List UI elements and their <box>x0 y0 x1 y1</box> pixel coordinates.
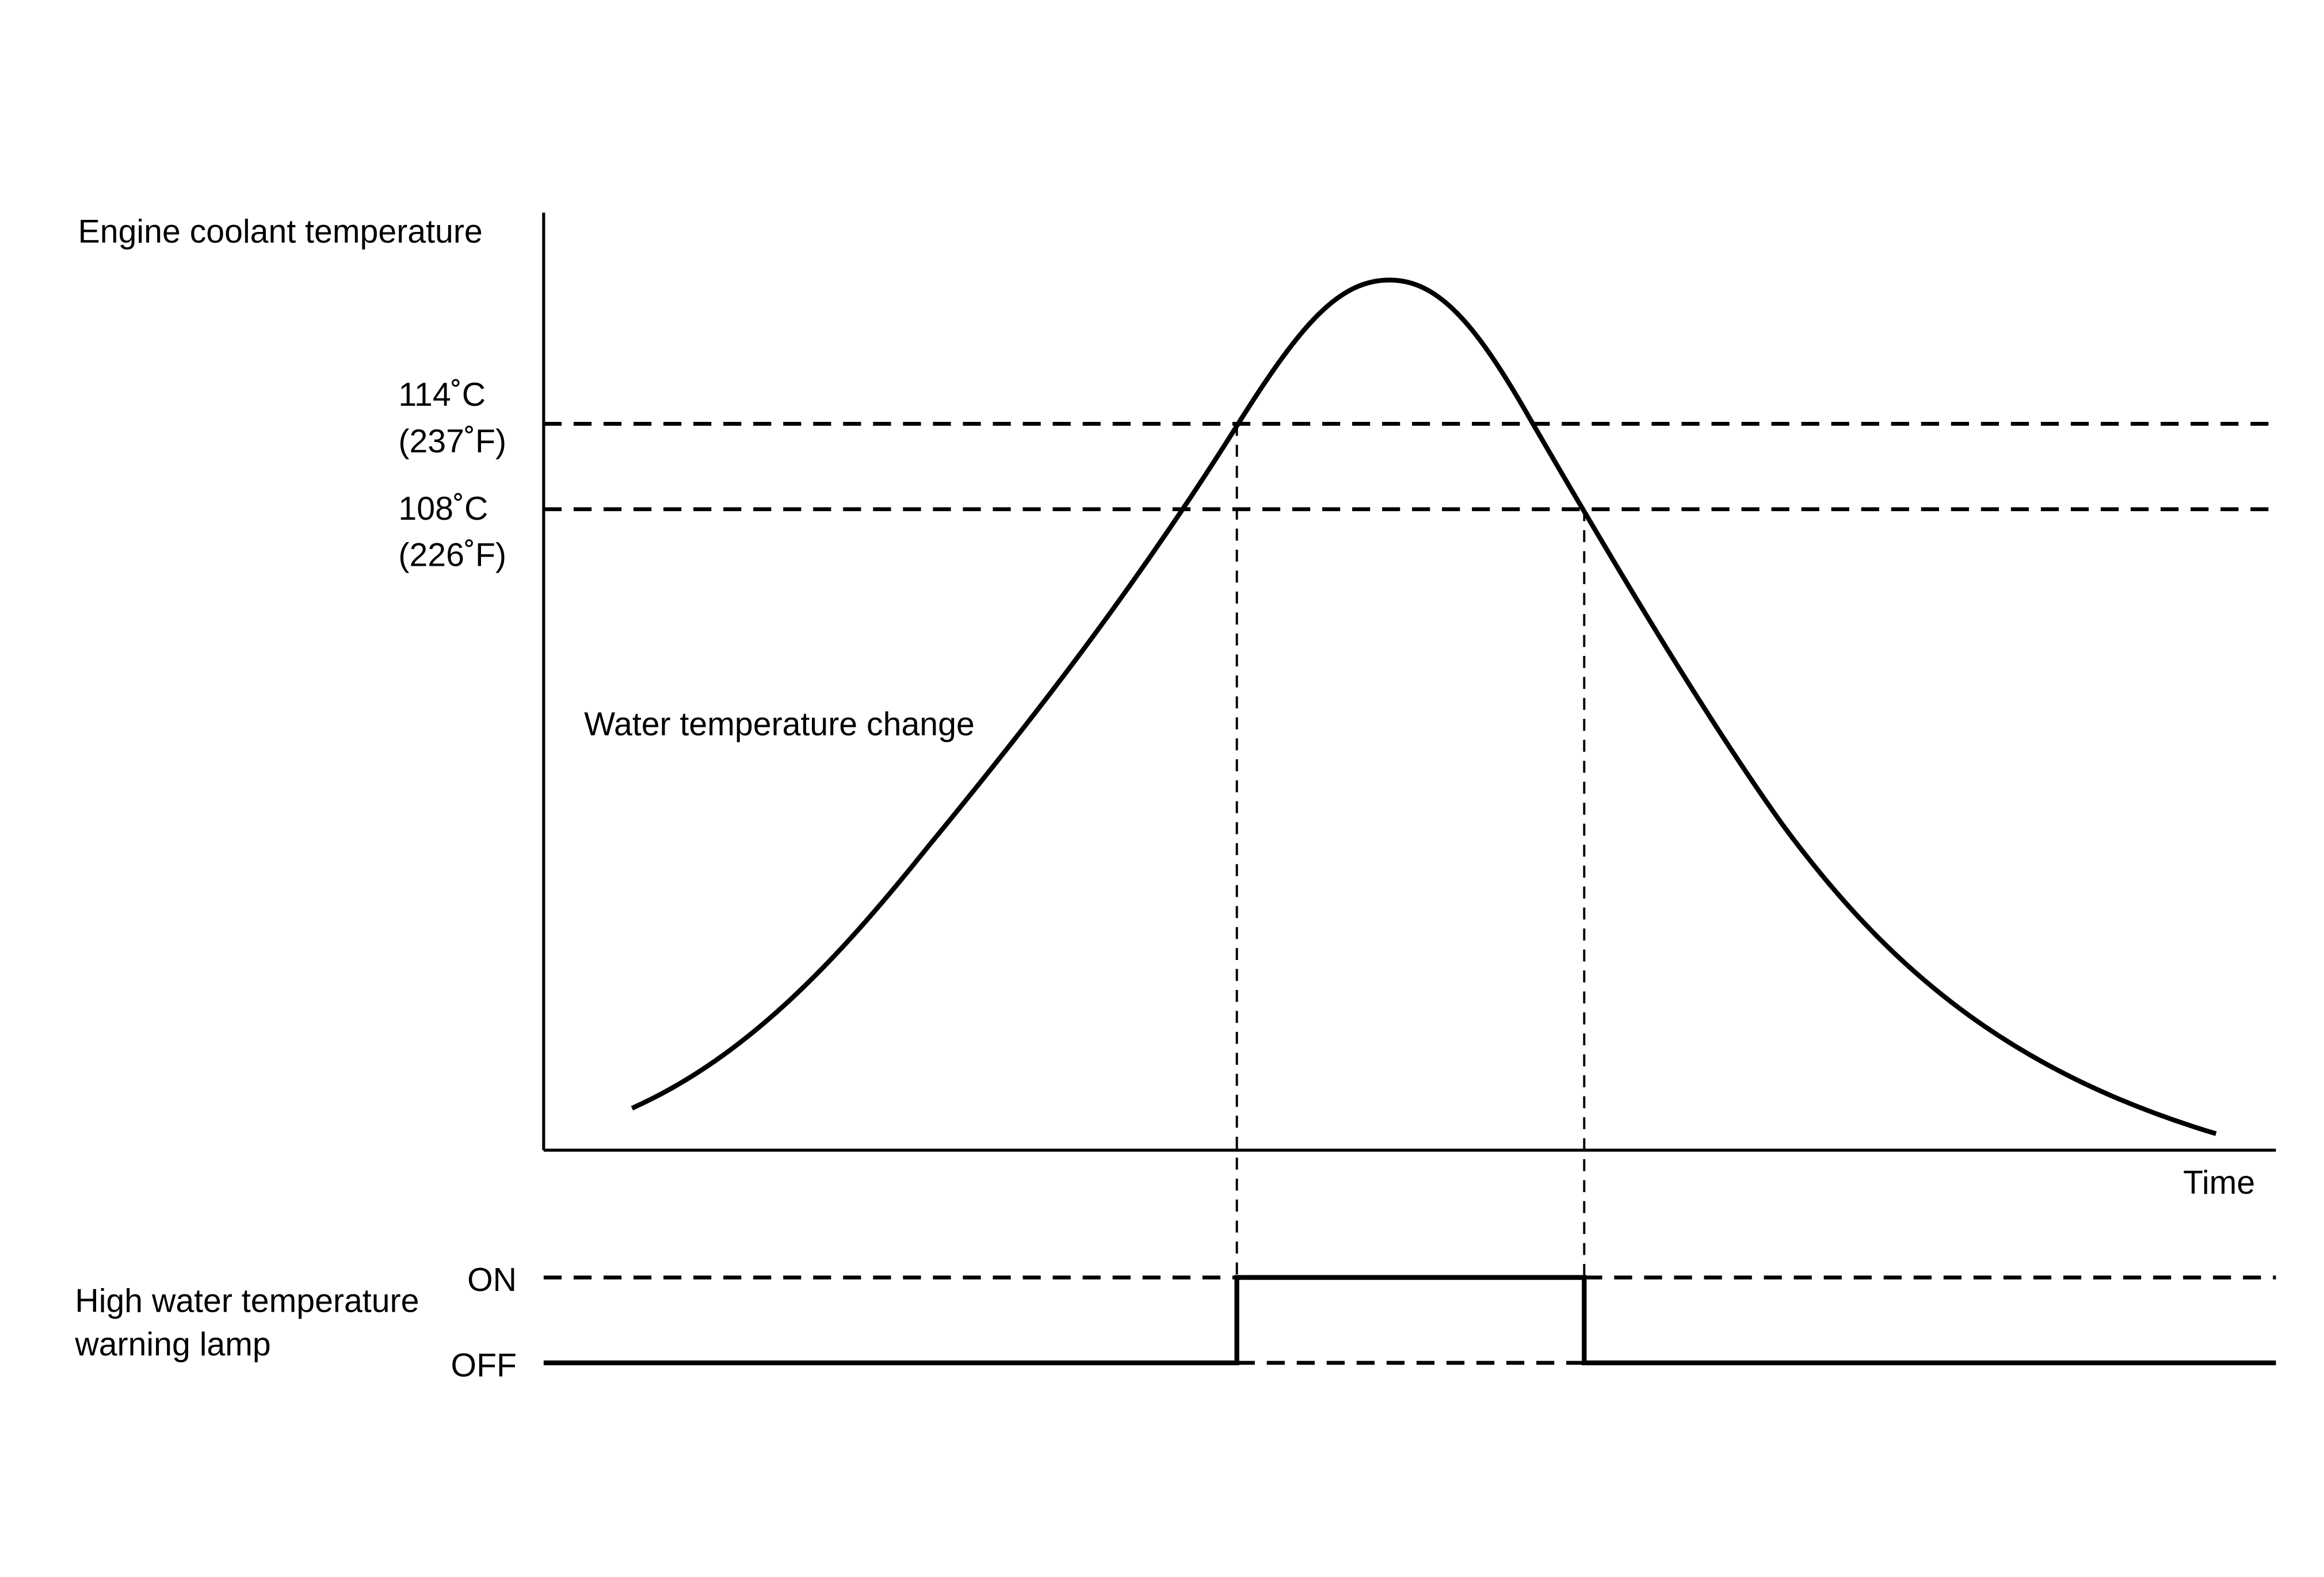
y-axis-label: Engine coolant temperature <box>78 214 483 250</box>
threshold-fahrenheit: (237˚F) <box>398 423 506 460</box>
threshold-celsius: 114˚C <box>398 376 486 413</box>
threshold-fahrenheit: (226˚F) <box>398 537 506 574</box>
temperature-curve <box>631 277 2217 1136</box>
curve-label: Water temperature change <box>584 706 975 743</box>
x-axis-label: Time <box>2183 1164 2255 1201</box>
lamp-label: warning lamp <box>74 1326 270 1363</box>
lamp-label: High water temperature <box>75 1282 419 1319</box>
threshold-celsius: 108˚C <box>398 490 488 527</box>
on-label: ON <box>467 1262 517 1298</box>
lamp-signal <box>543 1275 2276 1366</box>
off-label: OFF <box>451 1347 517 1384</box>
